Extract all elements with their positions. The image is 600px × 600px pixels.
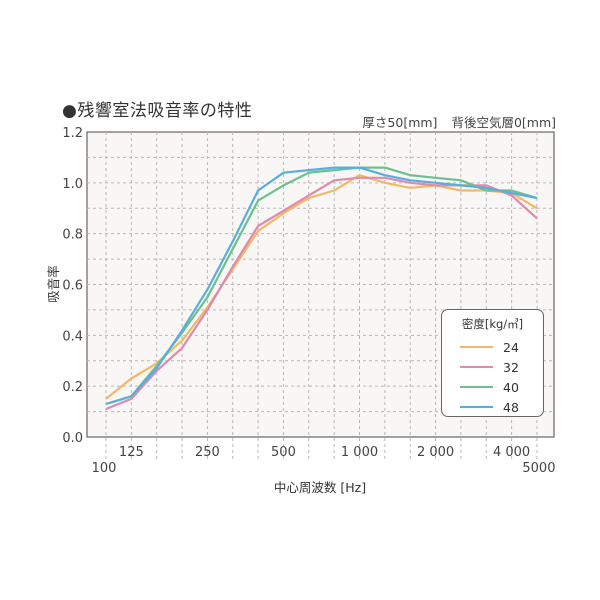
- air-layer-condition: 背後空気層0[mm]: [451, 115, 556, 130]
- svg-text:0.8: 0.8: [62, 228, 83, 243]
- svg-text:2 000: 2 000: [417, 445, 454, 460]
- thickness-condition: 厚さ50[mm]: [362, 115, 438, 130]
- svg-text:125: 125: [119, 445, 144, 460]
- chart-conditions: 厚さ50[mm] 背後空気層0[mm]: [362, 112, 556, 131]
- legend-swatch-48: [460, 406, 493, 408]
- legend-swatch-32: [460, 366, 493, 368]
- svg-text:0.4: 0.4: [62, 329, 83, 344]
- svg-text:100: 100: [92, 461, 117, 476]
- legend-item-24: 24: [460, 340, 519, 355]
- series-line-24: [105, 174, 538, 400]
- legend-swatch-24: [460, 346, 493, 348]
- svg-text:1.2: 1.2: [62, 126, 83, 141]
- svg-text:4 000: 4 000: [493, 445, 530, 460]
- legend-swatch-40: [460, 386, 493, 388]
- x-axis-label: 中心周波数 [Hz]: [274, 480, 366, 495]
- legend-title: 密度[kg/㎥]: [461, 317, 524, 331]
- x-axis-ticks: 125 250 500 1 000 2 000 4 000 100 5000: [92, 445, 556, 476]
- data-series: [105, 166, 538, 411]
- chart-title: ●残響室法吸音率の特性: [62, 101, 253, 121]
- series-line-48: [105, 166, 538, 406]
- svg-text:500: 500: [271, 445, 296, 460]
- legend-item-40: 40: [460, 380, 519, 395]
- legend-item-32: 32: [460, 360, 519, 375]
- legend: 密度[kg/㎥] 24 32 40 48: [441, 309, 544, 417]
- svg-text:1.0: 1.0: [62, 177, 83, 192]
- svg-text:1 000: 1 000: [341, 445, 378, 460]
- svg-text:0.6: 0.6: [62, 279, 83, 294]
- svg-text:5000: 5000: [522, 461, 555, 476]
- y-axis-label: 吸音率: [46, 265, 61, 303]
- y-axis-ticks: 0.0 0.2 0.4 0.6 0.8 1.0 1.2: [62, 126, 83, 446]
- svg-text:0.2: 0.2: [62, 380, 83, 395]
- legend-item-48: 48: [460, 400, 519, 415]
- svg-text:250: 250: [195, 445, 220, 460]
- svg-text:0.0: 0.0: [62, 431, 83, 446]
